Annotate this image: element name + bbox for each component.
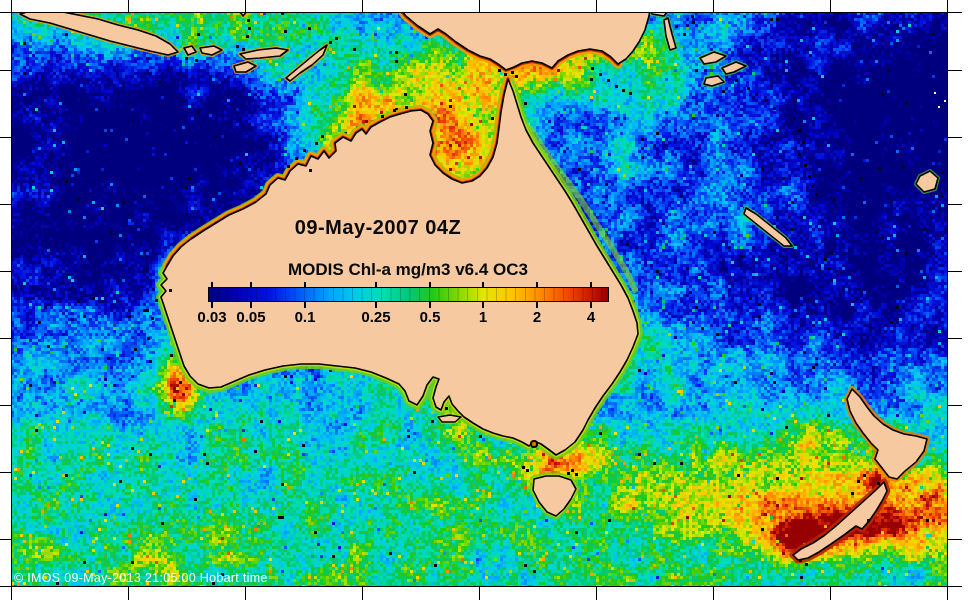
- axis-tick: [0, 539, 11, 540]
- colorbar-tick: [429, 282, 431, 287]
- colorbar-segments: [209, 288, 608, 301]
- colorbar-tick: [482, 302, 484, 308]
- axis-tick: [0, 204, 11, 205]
- axis-tick: [0, 12, 11, 13]
- axis-tick: [948, 539, 962, 540]
- colorbar-tick-label: 4: [586, 309, 596, 326]
- colorbar-tick: [590, 302, 592, 308]
- colorbar-tick: [304, 282, 306, 287]
- axis-tick: [0, 472, 11, 473]
- axis-tick: [713, 587, 714, 600]
- axis-tick: [362, 0, 363, 12]
- colorbar-tick: [211, 282, 213, 287]
- colorbar-tick: [429, 302, 431, 308]
- axis-tick: [713, 0, 714, 12]
- axis-tick: [0, 70, 11, 71]
- axis-tick: [596, 587, 597, 600]
- colorbar-tick: [482, 282, 484, 287]
- colorbar-gradient: [208, 287, 609, 302]
- axis-tick: [245, 587, 246, 600]
- axis-tick: [948, 137, 962, 138]
- colorbar-tick-label: 0.5: [419, 309, 441, 326]
- axis-tick: [128, 0, 129, 12]
- colorbar-tick: [590, 282, 592, 287]
- axis-tick: [948, 338, 962, 339]
- axis-tick: [830, 587, 831, 600]
- axis-tick: [0, 338, 11, 339]
- colorbar-tick: [375, 282, 377, 287]
- colorbar-tick: [250, 302, 252, 308]
- axis-tick: [362, 587, 363, 600]
- axis-tick: [947, 0, 948, 12]
- axis-tick: [948, 70, 962, 71]
- axis-tick: [596, 0, 597, 12]
- axis-tick: [830, 0, 831, 12]
- axis-tick: [947, 587, 948, 600]
- axis-tick: [0, 271, 11, 272]
- colorbar-tick-label: 0.25: [361, 309, 391, 326]
- colorbar-tick: [250, 282, 252, 287]
- axis-tick: [0, 586, 11, 587]
- date-label: 09-May-2007 04Z: [294, 217, 462, 239]
- copyright-watermark: © IMOS 09-May-2013 21:05:00 Hobart time: [14, 571, 268, 585]
- colorbar-tick-label: 2: [532, 309, 542, 326]
- axis-tick: [479, 0, 480, 12]
- colorbar-tick-label: 1: [478, 309, 488, 326]
- colorbar-tick-label: 0.05: [236, 309, 266, 326]
- colorbar-tick: [375, 302, 377, 308]
- colorbar-tick: [304, 302, 306, 308]
- colorbar-tick: [211, 302, 213, 308]
- axis-tick: [11, 0, 12, 12]
- axis-tick: [479, 587, 480, 600]
- axis-tick: [948, 405, 962, 406]
- axis-tick: [948, 12, 962, 13]
- axis-tick: [948, 204, 962, 205]
- axis-tick: [0, 405, 11, 406]
- axis-tick: [0, 137, 11, 138]
- axis-tick: [11, 587, 12, 600]
- axis-tick: [128, 587, 129, 600]
- colorbar-legend: 0.03 0.05 0.1 0.25 0.5 1 2 4: [197, 282, 609, 328]
- axis-tick: [948, 472, 962, 473]
- axis-tick: [245, 0, 246, 12]
- colorbar-tick-label: 0.03: [197, 309, 227, 326]
- product-title: MODIS Chl-a mg/m3 v6.4 OC3: [288, 260, 528, 279]
- colorbar-tick-label: 0.1: [294, 309, 316, 326]
- axis-tick: [948, 586, 962, 587]
- colorbar-tick: [536, 282, 538, 287]
- axis-tick: [948, 271, 962, 272]
- colorbar-tick: [536, 302, 538, 308]
